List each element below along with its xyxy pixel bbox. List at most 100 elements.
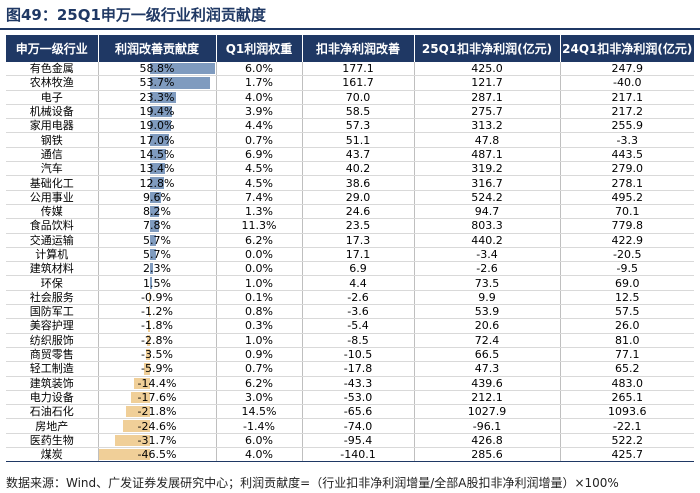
q1-2025-profit-cell: 1027.9 <box>414 404 561 420</box>
table-row: 传媒 8.2% 1.3% 24.6 94.7 70.1 <box>6 204 694 220</box>
improvement-cell: 177.1 <box>302 62 415 77</box>
weight-cell: 1.0% <box>216 275 303 291</box>
contribution-cell: 53.7% <box>98 75 217 91</box>
weight-cell: 0.1% <box>216 290 303 306</box>
table-row: 纺织服饰 -2.8% 1.0% -8.5 72.4 81.0 <box>6 333 694 348</box>
weight-cell: 1.7% <box>216 75 303 91</box>
industry-contribution-table: 申万一级行业 利润改善贡献度 Q1利润权重 扣非净利润改善 25Q1扣非净利润(… <box>6 35 694 463</box>
q1-2025-profit-cell: 212.1 <box>414 390 561 406</box>
improvement-cell: -53.0 <box>302 390 415 406</box>
contribution-value: -3.5% <box>141 348 173 362</box>
q1-2025-profit-cell: -2.6 <box>414 261 561 277</box>
contribution-value: 14.5% <box>139 147 175 161</box>
contribution-cell: -5.9% <box>98 361 217 377</box>
q1-2024-profit-cell: 278.1 <box>560 175 694 191</box>
weight-cell: 4.0% <box>216 447 303 463</box>
contribution-bar <box>150 163 166 175</box>
industry-cell: 电力设备 <box>6 390 99 406</box>
table-row: 商贸零售 -3.5% 0.9% -10.5 66.5 77.1 <box>6 347 694 363</box>
contribution-bar <box>148 320 151 332</box>
q1-2025-profit-cell: 121.7 <box>414 75 561 91</box>
contribution-cell: 2.3% <box>98 261 217 277</box>
table-row: 电子 23.3% 4.0% 70.0 287.1 217.1 <box>6 90 694 105</box>
contribution-value: 13.4% <box>139 162 175 176</box>
q1-2025-profit-cell: 66.5 <box>414 347 561 363</box>
industry-cell: 美容护理 <box>6 318 99 334</box>
contribution-cell: 19.0% <box>98 118 217 134</box>
improvement-cell: 17.3 <box>302 233 415 248</box>
improvement-cell: -140.1 <box>302 447 415 463</box>
industry-cell: 有色金属 <box>6 62 99 77</box>
weight-cell: 6.9% <box>216 147 303 163</box>
industry-cell: 商贸零售 <box>6 347 99 363</box>
contribution-value: 9.6% <box>143 190 171 204</box>
contribution-value: 19.4% <box>139 105 175 119</box>
industry-cell: 家用电器 <box>6 118 99 134</box>
contribution-cell: -0.9% <box>98 290 217 306</box>
q1-2025-profit-cell: 803.3 <box>414 218 561 234</box>
weight-cell: 1.0% <box>216 333 303 348</box>
weight-cell: 4.5% <box>216 175 303 191</box>
col-header-contribution: 利润改善贡献度 <box>98 35 217 62</box>
contribution-value: 53.7% <box>139 76 175 90</box>
contribution-cell: -3.5% <box>98 347 217 363</box>
weight-cell: 0.3% <box>216 318 303 334</box>
weight-cell: 0.0% <box>216 261 303 277</box>
contribution-bar <box>150 91 177 103</box>
contribution-cell: 19.4% <box>98 104 217 120</box>
industry-cell: 石油石化 <box>6 404 99 420</box>
contribution-value: -21.8% <box>137 405 177 419</box>
contribution-cell: 13.4% <box>98 161 217 177</box>
weight-cell: 7.4% <box>216 190 303 205</box>
improvement-cell: 4.4 <box>302 275 415 291</box>
contribution-bar <box>114 434 151 447</box>
q1-2025-profit-cell: 275.7 <box>414 104 561 120</box>
contribution-cell: -17.6% <box>98 390 217 406</box>
weight-cell: 0.7% <box>216 361 303 377</box>
q1-2024-profit-cell: 522.2 <box>560 433 694 449</box>
source-footnote: 数据来源：Wind、广发证券发展研究中心；利润贡献度=（行业扣非净利润增量/全部… <box>6 476 619 490</box>
improvement-cell: -3.6 <box>302 304 415 320</box>
col-header-25q1-profit: 25Q1扣非净利润(亿元) <box>414 35 561 62</box>
industry-cell: 食品饮料 <box>6 218 99 234</box>
q1-2024-profit-cell: -40.0 <box>560 75 694 91</box>
table-row: 机械设备 19.4% 3.9% 58.5 275.7 217.2 <box>6 104 694 120</box>
contribution-value: -24.6% <box>137 419 177 433</box>
contribution-value: -2.8% <box>141 333 173 347</box>
table-row: 房地产 -24.6% -1.4% -74.0 -96.1 -22.1 <box>6 418 694 434</box>
contribution-value: -14.4% <box>137 376 177 390</box>
q1-2025-profit-cell: 53.9 <box>414 304 561 320</box>
contribution-value: 1.5% <box>143 276 171 290</box>
industry-cell: 机械设备 <box>6 104 99 120</box>
weight-cell: 0.7% <box>216 132 303 148</box>
contribution-cell: -2.8% <box>98 333 217 348</box>
weight-cell: 3.0% <box>216 390 303 406</box>
table-row: 有色金属 58.8% 6.0% 177.1 425.0 247.9 <box>6 62 694 77</box>
contribution-bar <box>149 291 151 304</box>
contribution-value: -1.8% <box>141 319 173 333</box>
table-row: 交通运输 5.7% 6.2% 17.3 440.2 422.9 <box>6 233 694 248</box>
table-row: 煤炭 -46.5% 4.0% -140.1 285.6 425.7 <box>6 447 694 463</box>
contribution-cell: 7.8% <box>98 218 217 234</box>
table-row: 家用电器 19.0% 4.4% 57.3 313.2 255.9 <box>6 118 694 134</box>
contribution-bar <box>150 63 215 75</box>
contribution-value: -1.2% <box>141 305 173 319</box>
improvement-cell: 58.5 <box>302 104 415 120</box>
q1-2025-profit-cell: 524.2 <box>414 190 561 205</box>
col-header-improvement: 扣非净利润改善 <box>302 35 415 62</box>
contribution-cell: 23.3% <box>98 90 217 105</box>
contribution-bar <box>150 191 161 203</box>
contribution-bar <box>146 348 151 361</box>
q1-2025-profit-cell: 316.7 <box>414 175 561 191</box>
improvement-cell: 43.7 <box>302 147 415 163</box>
col-header-24q1-profit: 24Q1扣非净利润(亿元) <box>560 35 694 62</box>
table-row: 建筑材料 2.3% 0.0% 6.9 -2.6 -9.5 <box>6 261 694 277</box>
contribution-value: -0.9% <box>141 290 173 304</box>
contribution-bar <box>148 306 151 318</box>
contribution-bar <box>130 391 151 404</box>
title-bar: 图49：25Q1申万一级行业利润贡献度 <box>0 0 700 30</box>
industry-cell: 传媒 <box>6 204 99 220</box>
q1-2024-profit-cell: 265.1 <box>560 390 694 406</box>
industry-cell: 通信 <box>6 147 99 163</box>
q1-2024-profit-cell: 443.5 <box>560 147 694 163</box>
